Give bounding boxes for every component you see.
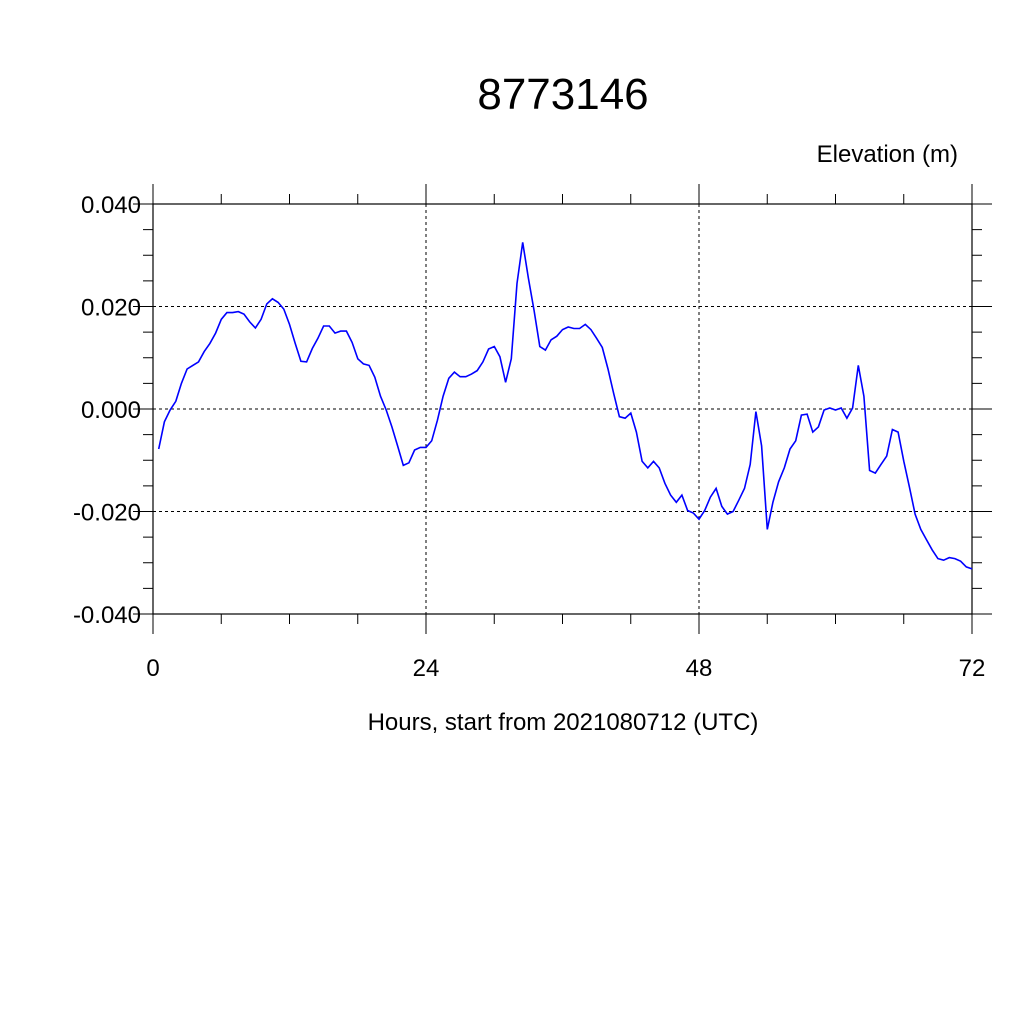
x-tick-label: 72 — [959, 655, 986, 682]
x-tick-label: 48 — [686, 655, 713, 682]
y-tick-label: 0.020 — [81, 295, 141, 322]
axis-ticks — [133, 184, 992, 634]
grid-lines — [153, 204, 972, 614]
y-tick-label: 0.040 — [81, 192, 141, 219]
plot-frame — [152, 203, 973, 615]
series-layer — [157, 242, 973, 570]
y-axis-label: Elevation (m) — [817, 141, 958, 168]
elevation-series-line — [157, 242, 973, 570]
y-tick-label: -0.020 — [73, 500, 141, 527]
x-tick-label: 0 — [146, 655, 159, 682]
x-axis-label: Hours, start from 2021080712 (UTC) — [368, 709, 759, 736]
y-tick-label: -0.040 — [73, 602, 141, 629]
x-tick-label: 24 — [413, 655, 440, 682]
chart-title: 8773146 — [477, 70, 648, 119]
y-tick-label: 0.000 — [81, 397, 141, 424]
